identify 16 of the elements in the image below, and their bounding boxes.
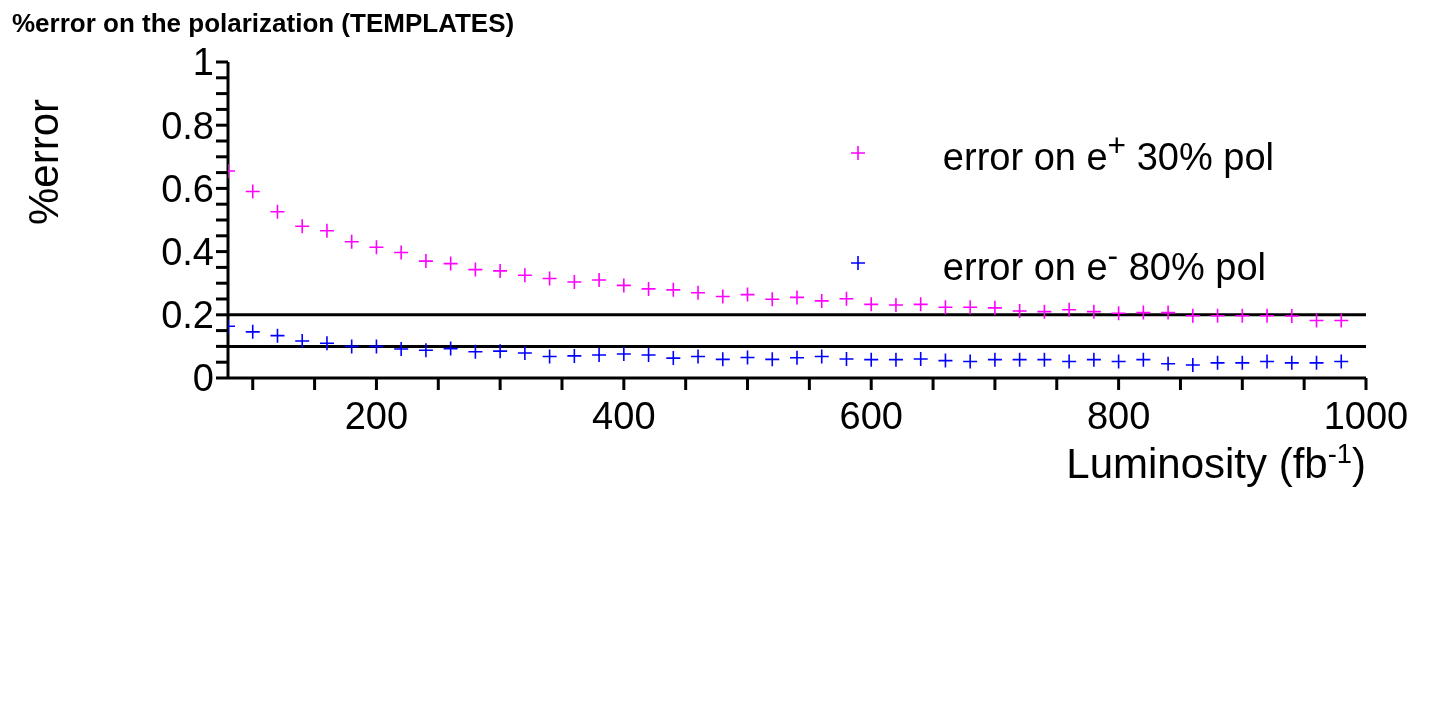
x-tick-label: 200 xyxy=(344,394,409,437)
legend-label: error on e$^{-}$ 80% pol xyxy=(942,237,1267,289)
x-axis-title: Luminosity (fb$^{-1}$) xyxy=(1066,437,1366,487)
x-tick-label: 800 xyxy=(1086,394,1151,437)
y-tick-label: 0.6 xyxy=(161,167,214,210)
y-tick-label: 0 xyxy=(192,357,214,400)
legend-label: error on e$^{+}$ 30% pol xyxy=(942,127,1274,179)
chart-title: %error on the polarization (TEMPLATES) xyxy=(12,8,515,39)
y-tick-label: 0.2 xyxy=(161,294,214,337)
x-tick-label: 600 xyxy=(839,394,903,437)
y-axis-title: %error xyxy=(20,98,67,226)
x-tick-label: 400 xyxy=(592,394,656,437)
y-tick-label: 1 xyxy=(192,41,214,84)
x-tick-label: 1000 xyxy=(1323,394,1409,437)
y-tick-label: 0.4 xyxy=(161,231,214,274)
y-tick-label: 0.8 xyxy=(161,104,214,147)
